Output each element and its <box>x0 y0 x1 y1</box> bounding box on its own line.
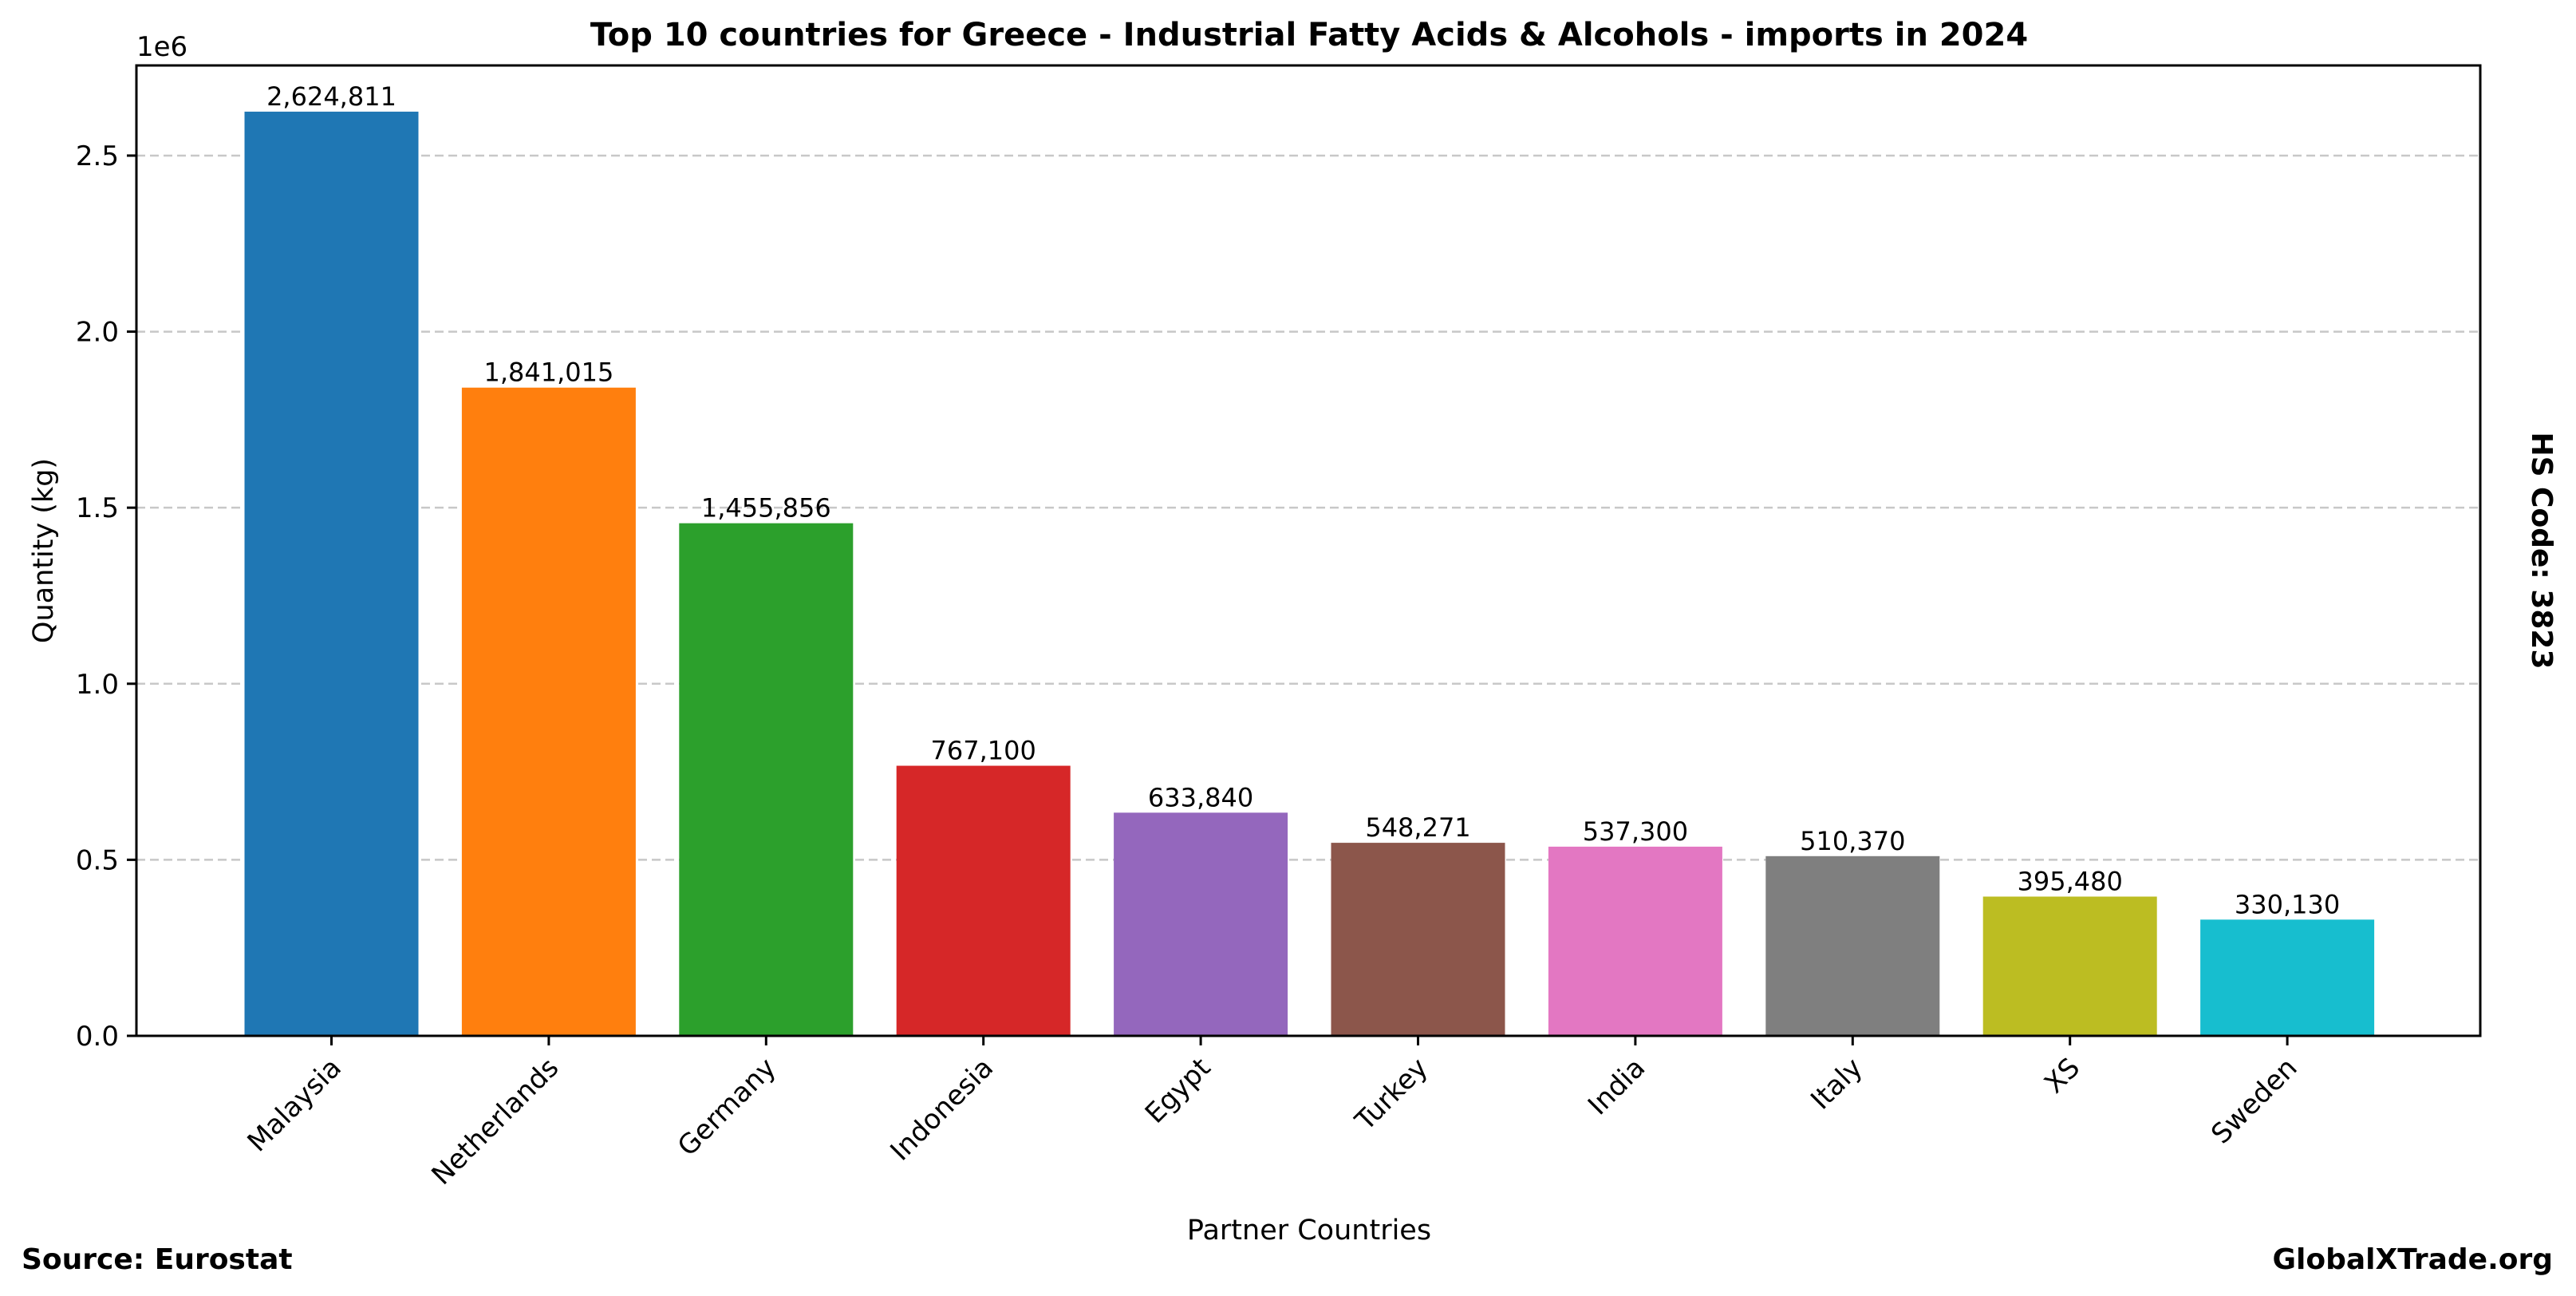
plot-frame <box>135 64 2482 1037</box>
bar <box>244 111 419 1037</box>
bar-value-label: 767,100 <box>931 736 1036 766</box>
bar <box>896 765 1071 1036</box>
y-axis-label: Quantity (kg) <box>28 458 60 643</box>
y-axis-ticks: 0.0 0.5 1.0 1.5 2.0 2.5 <box>76 140 136 1053</box>
y-axis-offset-label: 1e6 <box>136 31 187 63</box>
bar <box>461 387 636 1036</box>
bar-value-label: 330,130 <box>2235 889 2340 919</box>
bar <box>1114 812 1288 1036</box>
bar-value-label: 510,370 <box>1800 826 1905 856</box>
bar-value-label: 548,271 <box>1365 812 1470 843</box>
bar <box>1548 846 1722 1036</box>
bar <box>1982 896 2157 1036</box>
bar <box>679 523 854 1036</box>
bar <box>1765 855 1940 1036</box>
bar-value-label: 2,624,811 <box>266 81 396 112</box>
y-tick-label: 2.0 <box>76 317 119 349</box>
bar-value-labels: 2,624,811 1,841,015 1,455,856 767,100 633,84… <box>266 81 2340 919</box>
bar <box>2200 919 2375 1036</box>
bar-value-label: 1,841,015 <box>483 358 613 388</box>
y-tick-label: 0.0 <box>76 1021 119 1053</box>
chart-title: Top 10 countries for Greece - Industrial… <box>590 17 2028 53</box>
y-tick-label: 1.0 <box>76 669 119 701</box>
bar-value-label: 395,480 <box>2018 867 2123 897</box>
brand-note: GlobalXTrade.org <box>2272 1243 2553 1276</box>
source-note: Source: Eurostat <box>22 1243 293 1276</box>
gridlines <box>136 154 2480 861</box>
bar-value-label: 633,840 <box>1148 782 1253 812</box>
bar-value-label: 537,300 <box>1583 816 1688 847</box>
bar-value-label: 1,455,856 <box>701 493 831 524</box>
x-axis-label: Partner Countries <box>1187 1215 1431 1247</box>
y-tick-label: 1.5 <box>76 492 119 524</box>
bars <box>244 111 2375 1037</box>
hs-code-note: HS Code: 3823 <box>2525 432 2558 669</box>
bar <box>1331 843 1505 1036</box>
y-tick-label: 0.5 <box>76 844 119 876</box>
y-tick-label: 2.5 <box>76 140 119 172</box>
